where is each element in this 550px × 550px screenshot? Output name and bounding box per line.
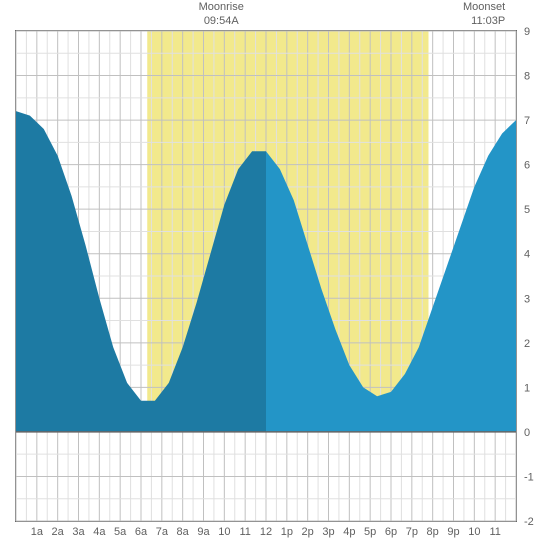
x-tick-label: 9a xyxy=(197,526,210,538)
moonset-label: Moonset 11:03P xyxy=(445,0,505,29)
moonrise-time: 09:54A xyxy=(191,14,251,28)
y-tick-label: 1 xyxy=(524,382,530,394)
x-tick-label: 10 xyxy=(218,526,230,538)
x-tick-label: 4p xyxy=(343,526,355,538)
chart-svg: -2-101234567891a2a3a4a5a6a7a8a9a1011121p… xyxy=(16,31,516,521)
x-tick-label: 5p xyxy=(364,526,376,538)
x-tick-label: 7p xyxy=(406,526,418,538)
x-tick-label: 1p xyxy=(281,526,293,538)
x-tick-label: 8a xyxy=(177,526,190,538)
x-tick-label: 6a xyxy=(135,526,148,538)
x-tick-label: 5a xyxy=(114,526,127,538)
plot-area: -2-101234567891a2a3a4a5a6a7a8a9a1011121p… xyxy=(15,30,517,522)
y-tick-label: 8 xyxy=(524,71,530,83)
moonset-title: Moonset xyxy=(445,0,505,14)
moonset-time: 11:03P xyxy=(445,14,505,28)
x-tick-label: 3p xyxy=(322,526,334,538)
x-tick-label: 2p xyxy=(302,526,314,538)
x-tick-label: 12 xyxy=(260,526,272,538)
x-tick-label: 8p xyxy=(427,526,439,538)
moonrise-label: Moonrise 09:54A xyxy=(191,0,251,29)
x-tick-label: 1a xyxy=(31,526,44,538)
x-tick-label: 3a xyxy=(72,526,85,538)
moonrise-title: Moonrise xyxy=(191,0,251,14)
x-tick-label: 11 xyxy=(239,526,250,538)
y-tick-label: 4 xyxy=(524,249,530,261)
x-tick-label: 4a xyxy=(93,526,106,538)
x-tick-label: 9p xyxy=(447,526,459,538)
tide-chart-container: Moonrise 09:54A Moonset 11:03P -2-101234… xyxy=(0,0,550,550)
y-tick-label: 3 xyxy=(524,293,530,305)
x-tick-label: 2a xyxy=(52,526,65,538)
y-tick-label: 9 xyxy=(524,26,530,38)
x-tick-label: 7a xyxy=(156,526,169,538)
x-tick-label: 10 xyxy=(468,526,480,538)
y-tick-label: 2 xyxy=(524,338,530,350)
y-tick-label: -2 xyxy=(524,516,534,528)
y-tick-label: 5 xyxy=(524,204,530,216)
x-tick-label: 6p xyxy=(385,526,397,538)
y-tick-label: -1 xyxy=(524,471,534,483)
x-tick-label: 11 xyxy=(489,526,500,538)
y-tick-label: 0 xyxy=(524,427,530,439)
y-tick-label: 6 xyxy=(524,160,530,172)
y-tick-label: 7 xyxy=(524,115,530,127)
